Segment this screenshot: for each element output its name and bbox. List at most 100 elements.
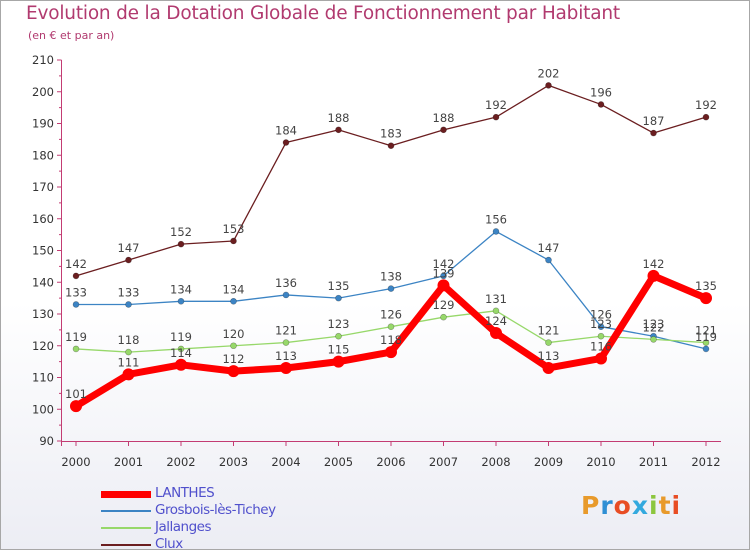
- data-point: [125, 348, 132, 356]
- y-tick-label: 100: [32, 402, 54, 416]
- data-label: 142: [65, 257, 87, 271]
- data-label: 118: [380, 333, 402, 347]
- data-label: 202: [538, 66, 560, 80]
- x-tick-label: 2005: [324, 455, 353, 469]
- data-point: [437, 279, 450, 292]
- x-tick-label: 2007: [429, 455, 458, 469]
- data-label: 120: [223, 327, 245, 341]
- data-label: 134: [223, 282, 245, 296]
- data-label: 113: [275, 349, 297, 363]
- data-label: 133: [65, 285, 87, 299]
- data-point: [175, 358, 187, 371]
- data-label: 152: [170, 225, 192, 239]
- data-label: 188: [328, 111, 350, 125]
- data-label: 123: [328, 317, 350, 331]
- data-point: [595, 352, 607, 365]
- data-point: [282, 139, 290, 146]
- data-point: [545, 339, 552, 346]
- data-label: 142: [643, 257, 665, 271]
- y-tick-label: 150: [32, 244, 54, 258]
- x-tick-label: 2008: [481, 455, 510, 469]
- data-label: 123: [590, 317, 612, 331]
- data-point: [387, 285, 395, 292]
- data-point: [72, 301, 80, 308]
- series-line-clux: [75, 84, 707, 277]
- data-label: 114: [170, 346, 192, 360]
- chart-title: Evolution de la Dotation Globale de Fonc…: [26, 3, 620, 24]
- data-label: 131: [485, 292, 507, 306]
- data-label: 188: [433, 111, 455, 125]
- data-point: [702, 339, 710, 346]
- data-label: 126: [590, 308, 612, 322]
- x-tick-label: 2009: [534, 455, 563, 469]
- data-point: [650, 336, 657, 343]
- data-point: [492, 307, 500, 315]
- data-label: 184: [275, 124, 297, 138]
- data-label: 113: [538, 349, 560, 363]
- data-point: [440, 272, 447, 280]
- data-point: [282, 291, 290, 299]
- x-tick-label: 2003: [219, 455, 248, 469]
- data-label: 115: [328, 343, 350, 357]
- proxiti-logo: Proxiti: [581, 491, 681, 520]
- data-label: 134: [170, 282, 192, 296]
- data-label: 192: [485, 98, 507, 112]
- legend-label: Jallanges: [155, 519, 212, 535]
- data-point: [230, 297, 237, 305]
- data-label: 101: [65, 387, 87, 401]
- legend-swatch: [101, 510, 151, 512]
- data-point: [335, 294, 342, 302]
- data-point: [597, 332, 605, 340]
- data-label: 122: [643, 320, 665, 334]
- data-point: [280, 361, 292, 374]
- data-label: 123: [643, 317, 665, 331]
- data-label: 116: [590, 339, 612, 353]
- data-point: [700, 292, 712, 305]
- data-label: 119: [695, 330, 717, 344]
- x-tick-label: 2006: [376, 455, 405, 469]
- y-tick-label: 200: [32, 85, 54, 99]
- logo-letter: i: [671, 491, 682, 520]
- data-label: 111: [118, 355, 140, 369]
- data-point: [490, 327, 502, 340]
- data-point: [492, 228, 500, 235]
- data-point: [440, 313, 447, 321]
- y-tick-label: 120: [32, 339, 54, 353]
- data-point: [70, 400, 82, 413]
- x-tick-label: 2010: [586, 455, 615, 469]
- data-label: 139: [433, 266, 455, 280]
- legend-swatch: [101, 490, 151, 498]
- data-point: [227, 365, 240, 378]
- data-point: [597, 323, 605, 331]
- data-point: [125, 301, 132, 308]
- logo-letter: t: [658, 491, 672, 520]
- data-label: 183: [380, 127, 402, 141]
- data-point: [72, 272, 80, 280]
- data-point: [545, 256, 552, 264]
- data-label: 142: [433, 257, 455, 271]
- y-tick-label: 160: [32, 212, 54, 226]
- data-point: [385, 346, 397, 359]
- data-point: [650, 129, 657, 137]
- data-point: [332, 355, 345, 368]
- y-tick-label: 170: [32, 180, 54, 194]
- data-label: 121: [538, 324, 560, 338]
- y-tick-label: 130: [32, 307, 54, 321]
- data-label: 147: [538, 241, 560, 255]
- data-label: 136: [275, 276, 297, 290]
- data-point: [702, 345, 710, 353]
- data-label: 121: [695, 324, 717, 338]
- data-label: 133: [118, 285, 140, 299]
- data-label: 119: [170, 330, 192, 344]
- data-point: [542, 361, 555, 374]
- data-label: 112: [223, 352, 245, 366]
- data-label: 187: [643, 114, 665, 128]
- data-point: [492, 113, 500, 121]
- data-label: 124: [485, 314, 507, 328]
- data-point: [440, 126, 447, 134]
- data-point: [387, 142, 395, 150]
- data-label: 196: [590, 85, 612, 99]
- data-point: [647, 269, 660, 282]
